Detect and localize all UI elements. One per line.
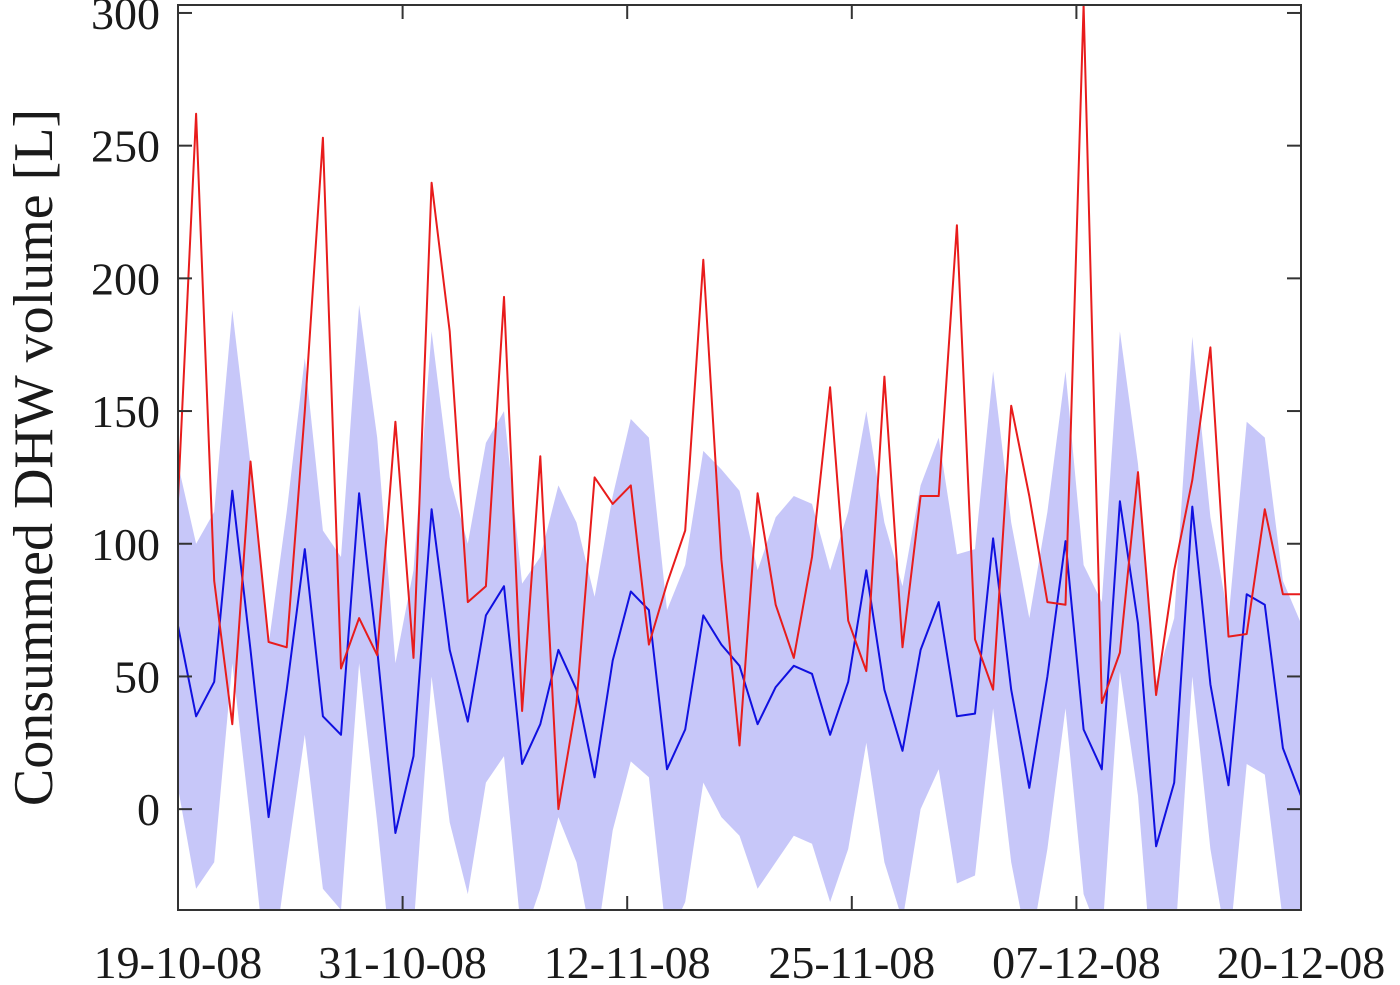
y-tick-label: 50 (114, 651, 160, 702)
x-tick-label: 20-12-08 (1217, 937, 1386, 985)
plot-series (178, 5, 1301, 910)
plot-frame (177, 4, 1302, 911)
x-tick-label: 12-11-08 (544, 937, 711, 985)
y-tick-label: 200 (91, 253, 160, 304)
y-tick-label: 300 (91, 0, 160, 39)
x-tick-label: 31-10-08 (318, 937, 487, 985)
y-tick-label: 100 (91, 519, 160, 570)
measured-line (178, 5, 1301, 811)
y-tick-label: 150 (91, 386, 160, 437)
x-tick-label: 19-10-08 (94, 937, 263, 985)
axes (177, 4, 1302, 911)
y-tick-label: 0 (137, 784, 160, 835)
y-tick-label: 250 (91, 121, 160, 172)
confidence-band (178, 304, 1301, 910)
y-axis-label: Consummed DHW volume [L] (3, 109, 65, 806)
plot-area (178, 5, 1301, 910)
x-tick-label: 07-12-08 (992, 937, 1161, 985)
mean-line (178, 489, 1301, 848)
x-tick-label: 25-11-08 (768, 937, 935, 985)
tick-labels: 0 50 100 150 200 250 300 19-10-08 31-10-08 12-11-… (91, 0, 1385, 985)
